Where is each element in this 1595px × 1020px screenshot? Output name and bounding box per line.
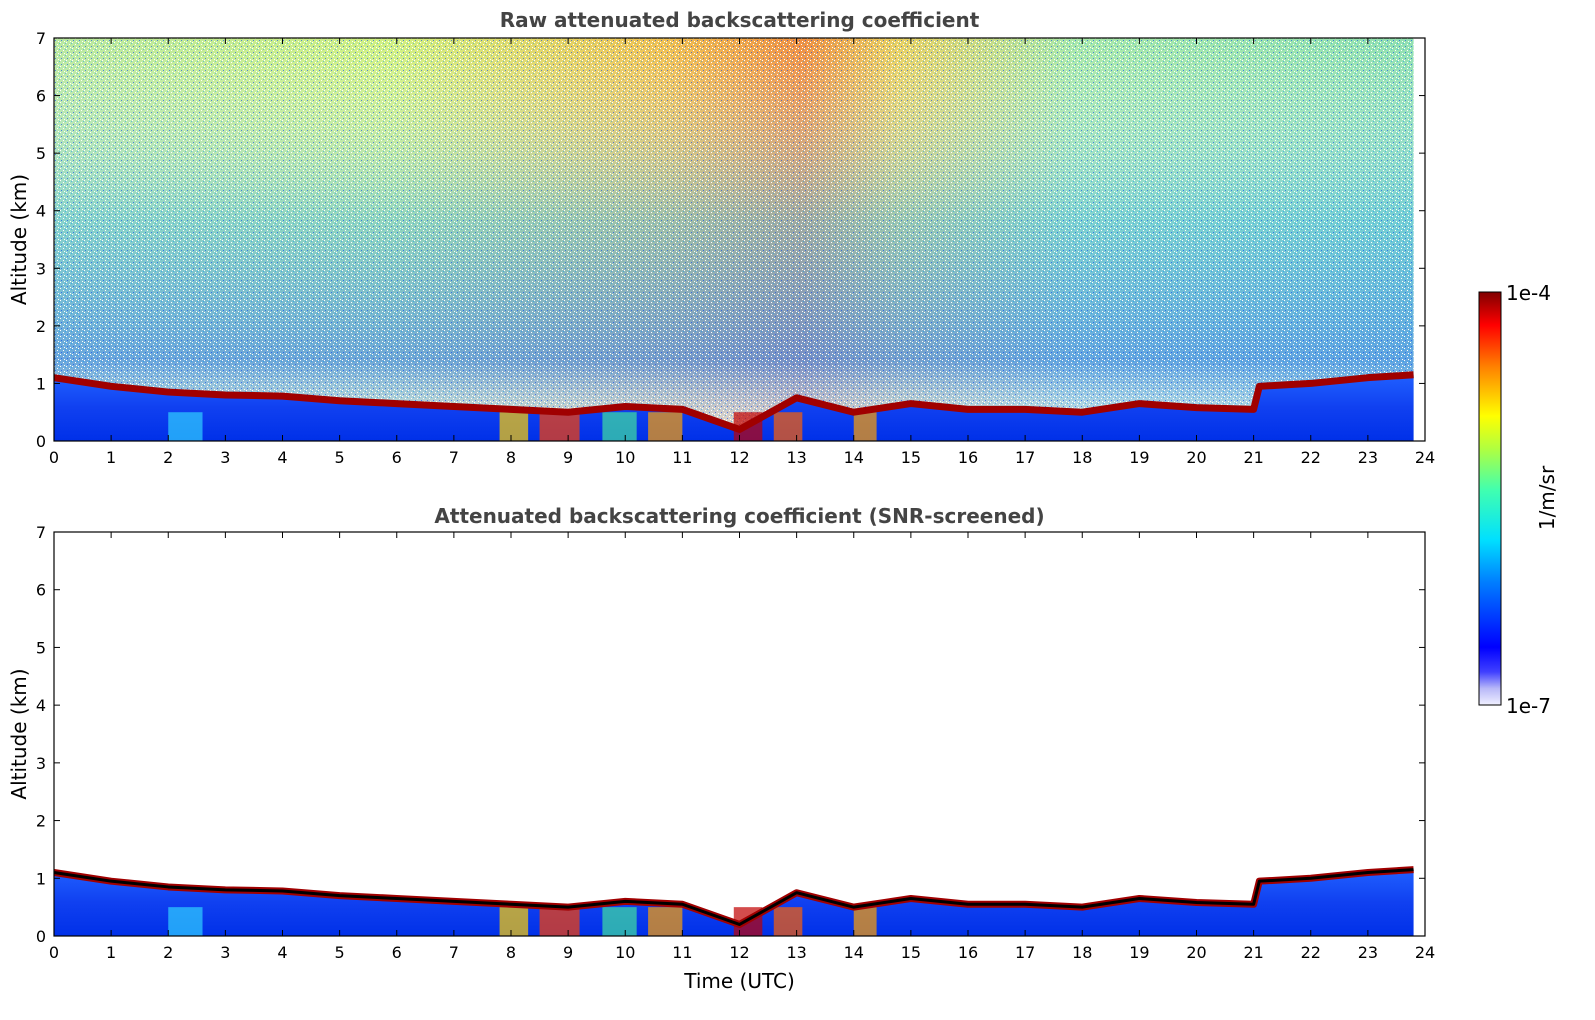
aerosol-column — [648, 907, 683, 936]
x-tick-label: 1 — [106, 448, 116, 467]
x-tick-label: 11 — [672, 943, 692, 962]
x-tick-label: 5 — [335, 943, 345, 962]
x-tick-label: 11 — [672, 448, 692, 467]
x-tick-label: 21 — [1243, 448, 1263, 467]
aerosol-column — [602, 412, 637, 441]
aerosol-column — [773, 412, 803, 441]
y-tick-label: 0 — [36, 927, 46, 946]
aerosol-column — [853, 907, 877, 936]
x-tick-label: 16 — [958, 943, 978, 962]
x-tick-label: 19 — [1129, 448, 1149, 467]
aerosol-column — [168, 412, 203, 441]
y-tick-label: 2 — [36, 812, 46, 831]
panel-title: Raw attenuated backscattering coefficien… — [500, 8, 980, 32]
colorbar: 1e-4 1e-7 1/m/sr — [1478, 281, 1559, 718]
y-tick-label: 3 — [36, 754, 46, 773]
x-tick-label: 0 — [49, 943, 59, 962]
x-tick-label: 9 — [563, 448, 573, 467]
x-axis-label: Time (UTC) — [683, 969, 795, 993]
plot-area — [54, 532, 1425, 936]
layer-top-line — [53, 868, 1414, 926]
x-tick-label: 8 — [506, 448, 516, 467]
x-tick-label: 15 — [901, 943, 921, 962]
x-tick-label: 13 — [786, 943, 806, 962]
x-tick-label: 4 — [277, 448, 287, 467]
y-tick-label: 6 — [36, 87, 46, 106]
x-tick-label: 17 — [1015, 943, 1035, 962]
x-tick-label: 19 — [1129, 943, 1149, 962]
x-tick-label: 15 — [901, 448, 921, 467]
x-tick-label: 13 — [786, 448, 806, 467]
x-tick-label: 16 — [958, 448, 978, 467]
x-tick-label: 22 — [1301, 448, 1321, 467]
x-tick-label: 8 — [506, 943, 516, 962]
y-tick-label: 1 — [36, 869, 46, 888]
y-tick-label: 7 — [36, 523, 46, 542]
x-tick-label: 7 — [449, 448, 459, 467]
layer-top-band — [53, 371, 1414, 433]
y-tick-label: 1 — [36, 374, 46, 393]
x-tick-label: 2 — [163, 448, 173, 467]
panel-snr: 0 1 2 3 4 5 6 7 8 9 10 11 12 13 14 15 16 17 18 19 20 21 22 23 24… — [7, 504, 1435, 993]
y-tick-label: 7 — [36, 29, 46, 48]
aerosol-column — [539, 907, 580, 936]
x-tick-label: 10 — [615, 448, 635, 467]
y-tick-label: 5 — [36, 638, 46, 657]
x-tick-label: 24 — [1415, 448, 1435, 467]
x-tick-label: 7 — [449, 943, 459, 962]
aerosol-column — [648, 412, 683, 441]
x-tick-label: 12 — [729, 943, 749, 962]
x-tick-label: 9 — [563, 943, 573, 962]
aerosol-column — [499, 412, 529, 441]
colorbar-min-label: 1e-7 — [1506, 694, 1551, 718]
colorbar-max-label: 1e-4 — [1506, 281, 1551, 305]
panel-raw: 0 1 2 3 4 5 6 7 8 9 10 11 12 13 14 15 16 17 18 19 20 21 22 23 24… — [7, 8, 1435, 467]
x-tick-label: 20 — [1186, 448, 1206, 467]
x-tick-label: 10 — [615, 943, 635, 962]
x-tick-label: 3 — [220, 448, 230, 467]
aerosol-column — [168, 907, 203, 936]
y-axis-label: Altitude (km) — [7, 668, 31, 799]
x-tick-label: 18 — [1072, 943, 1092, 962]
x-tick-label: 21 — [1243, 943, 1263, 962]
x-tick-label: 18 — [1072, 448, 1092, 467]
y-tick-label: 2 — [36, 317, 46, 336]
x-tick-label: 4 — [277, 943, 287, 962]
colorbar-label: 1/m/sr — [1535, 465, 1559, 530]
panel-title: Attenuated backscattering coefficient (S… — [434, 504, 1044, 528]
x-tick-label: 6 — [392, 448, 402, 467]
x-tick-label: 12 — [729, 448, 749, 467]
y-tick-label: 5 — [36, 144, 46, 163]
mixed-layer-fill — [54, 869, 1414, 936]
x-tick-label: 23 — [1358, 448, 1378, 467]
x-tick-label: 0 — [49, 448, 59, 467]
aerosol-column — [853, 412, 877, 441]
x-tick-label: 2 — [163, 943, 173, 962]
aerosol-column — [773, 907, 803, 936]
y-tick-label: 4 — [36, 696, 46, 715]
aerosol-column — [499, 907, 529, 936]
y-tick-label: 6 — [36, 581, 46, 600]
aerosol-column — [539, 412, 580, 441]
x-tick-label: 22 — [1301, 943, 1321, 962]
colorbar-scale — [1478, 291, 1502, 706]
x-tick-label: 14 — [844, 943, 864, 962]
aerosol-column — [602, 907, 637, 936]
x-tick-label: 14 — [844, 448, 864, 467]
y-tick-label: 4 — [36, 202, 46, 221]
noise-speckle — [54, 38, 1414, 441]
x-tick-label: 5 — [335, 448, 345, 467]
x-tick-label: 20 — [1186, 943, 1206, 962]
mixed-layer-fill — [54, 374, 1414, 441]
y-axis-label: Altitude (km) — [7, 174, 31, 305]
x-tick-label: 6 — [392, 943, 402, 962]
x-tick-label: 24 — [1415, 943, 1435, 962]
y-tick-label: 3 — [36, 259, 46, 278]
x-tick-label: 3 — [220, 943, 230, 962]
x-tick-label: 23 — [1358, 943, 1378, 962]
x-tick-label: 1 — [106, 943, 116, 962]
y-tick-label: 0 — [36, 432, 46, 451]
x-tick-label: 17 — [1015, 448, 1035, 467]
